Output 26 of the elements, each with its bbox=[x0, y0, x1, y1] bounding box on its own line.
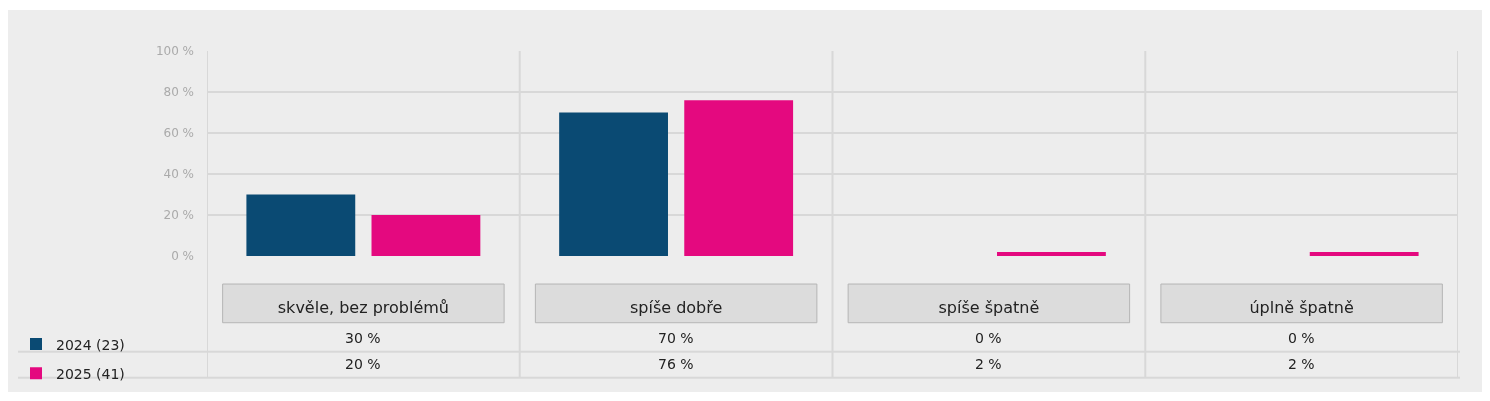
y-tick-label: 0 % bbox=[171, 249, 194, 264]
data-label: 20 % bbox=[345, 356, 381, 372]
x-tick-label: úplně špatně bbox=[1249, 298, 1354, 317]
x-tick-label: skvěle, bez problémů bbox=[277, 298, 449, 317]
legend-label: 2024 (23) bbox=[56, 336, 125, 353]
bar bbox=[559, 112, 668, 256]
data-label: 2 % bbox=[975, 356, 1002, 372]
y-tick-label: 80 % bbox=[163, 85, 194, 100]
data-label: 76 % bbox=[658, 356, 694, 372]
y-tick-label: 60 % bbox=[163, 126, 194, 141]
data-label: 2 % bbox=[1288, 356, 1315, 372]
bar bbox=[684, 100, 794, 256]
bar bbox=[246, 194, 356, 256]
data-label: 30 % bbox=[345, 330, 381, 346]
data-label: 0 % bbox=[975, 330, 1002, 346]
y-tick-label: 40 % bbox=[163, 167, 194, 182]
bar bbox=[1309, 251, 1419, 256]
data-label: 70 % bbox=[658, 330, 694, 346]
data-label: 0 % bbox=[1288, 330, 1315, 346]
x-tick-label: spíše dobře bbox=[629, 298, 723, 317]
y-tick-label: 100 % bbox=[155, 44, 194, 59]
legend-label: 2025 (41) bbox=[56, 365, 125, 382]
bar bbox=[997, 251, 1106, 256]
x-tick-label: spíše špatně bbox=[938, 298, 1040, 317]
bar bbox=[371, 215, 481, 256]
y-tick-label: 20 % bbox=[163, 208, 194, 223]
